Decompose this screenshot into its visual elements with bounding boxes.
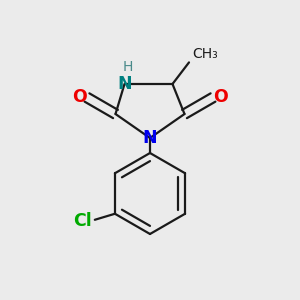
Text: H: H (122, 60, 133, 74)
Text: CH₃: CH₃ (192, 46, 218, 61)
Text: N: N (117, 75, 132, 93)
Text: O: O (213, 88, 228, 106)
Text: Cl: Cl (73, 212, 92, 230)
Text: O: O (72, 88, 87, 106)
Text: N: N (143, 129, 157, 147)
